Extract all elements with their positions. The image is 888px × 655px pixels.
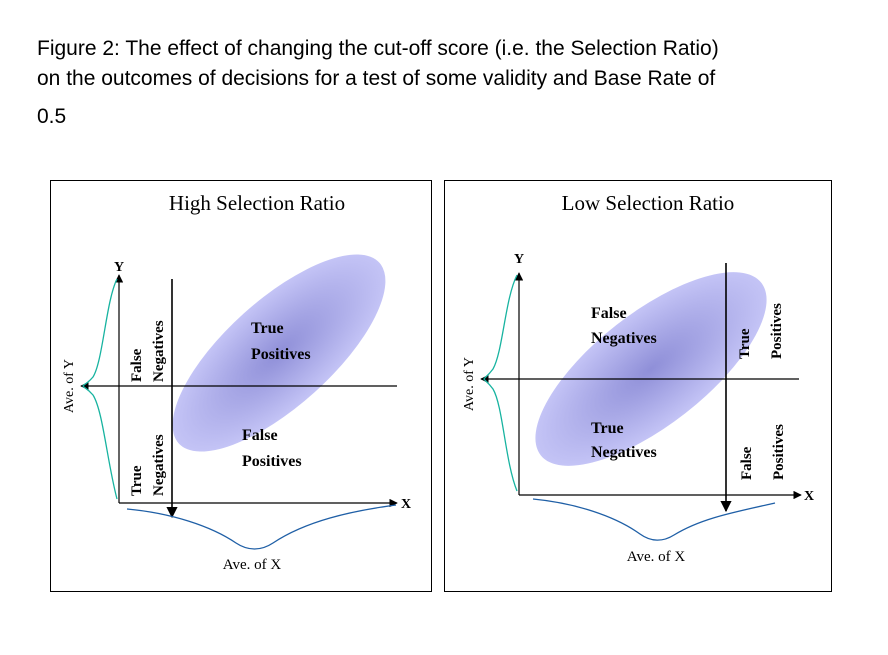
false-positives-label-line-2: Positives [242, 453, 302, 470]
caption-line-1: Figure 2: The effect of changing the cut… [37, 37, 719, 60]
x-axis-label: X [804, 489, 814, 504]
true-positives-label-line-2: Positives [251, 346, 311, 363]
panel-title: Low Selection Ratio [562, 191, 735, 215]
false-negatives-label-line-1: False [129, 348, 145, 382]
false-negatives-label-line-1: False [591, 305, 627, 322]
true-negatives-label-line-1: True [129, 465, 145, 496]
false-positives-label-line-1: False [242, 427, 278, 444]
figure-caption: Figure 2: The effect of changing the cut… [37, 34, 867, 132]
false-positives-label-line-2: Positives [771, 424, 787, 480]
high-selection-ratio-panel: High Selection Ratio Y X Ave. of Y Ave. … [50, 180, 432, 592]
x-distribution-curve [126, 504, 397, 550]
true-positives-label-line-1: True [737, 328, 753, 359]
average-y-label: Ave. of Y [462, 357, 477, 411]
y-distribution-curve [82, 278, 118, 500]
true-positives-label-line-2: Positives [769, 303, 785, 359]
false-negatives-label-line-2: Negatives [151, 320, 167, 382]
y-axis-label: Y [514, 252, 524, 267]
x-axis-label: X [401, 497, 411, 512]
y-distribution-curve [483, 274, 518, 492]
caption-line-3: 0.5 [37, 105, 67, 128]
true-negatives-label-line-2: Negatives [591, 444, 657, 461]
scatter-ellipse [172, 254, 386, 452]
true-negatives-label-line-1: True [591, 420, 624, 437]
low-selection-ratio-panel: Low Selection Ratio Y X Ave. of Y Ave. o… [444, 180, 832, 592]
x-distribution-curve [532, 498, 776, 541]
y-axis-label: Y [114, 260, 124, 275]
true-negatives-label-line-2: Negatives [151, 434, 167, 496]
high-selection-ratio-diagram: High Selection Ratio Y X Ave. of Y Ave. … [62, 191, 411, 573]
average-x-label: Ave. of X [627, 549, 686, 565]
average-y-label: Ave. of Y [62, 359, 77, 413]
panel-title: High Selection Ratio [169, 191, 345, 215]
low-selection-ratio-diagram: Low Selection Ratio Y X Ave. of Y Ave. o… [462, 191, 814, 565]
caption-line-2: on the outcomes of decisions for a test … [37, 67, 716, 90]
average-x-label: Ave. of X [223, 557, 282, 573]
true-positives-label-line-1: True [251, 320, 284, 337]
false-negatives-label-line-2: Negatives [591, 330, 657, 347]
scatter-ellipse [535, 272, 767, 466]
false-positives-label-line-1: False [739, 446, 755, 480]
